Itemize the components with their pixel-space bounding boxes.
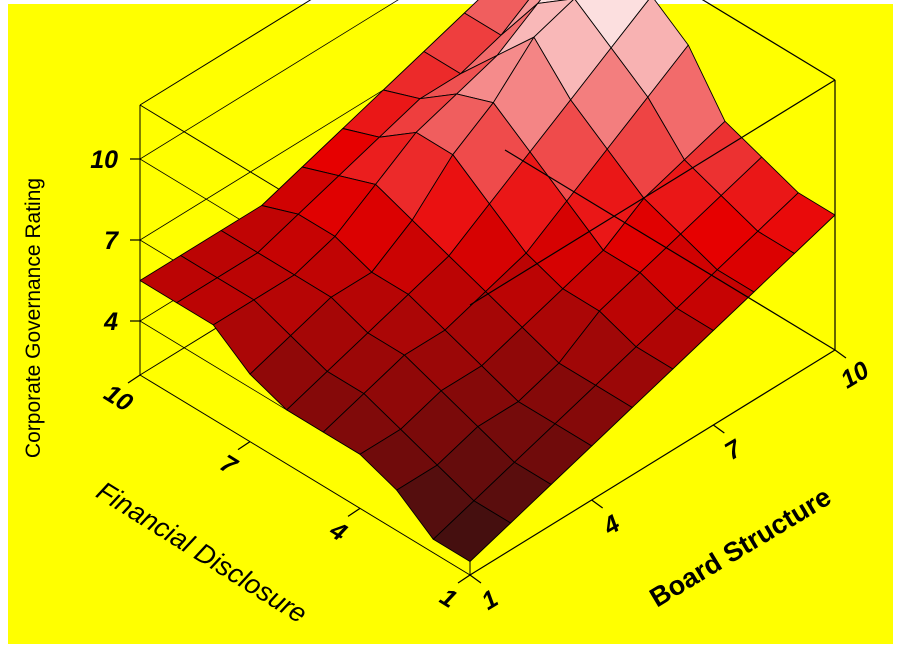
x-tick: [591, 499, 604, 509]
axis-box-edge: [469, 349, 836, 576]
z-tick-label: 10: [90, 146, 118, 174]
z-axis-title: Corporate Governance Rating: [22, 178, 45, 458]
x-tick: [834, 349, 847, 359]
axis-box-edge: [139, 374, 471, 576]
y-tick: [347, 507, 361, 517]
axis-box-edge: [701, 0, 836, 81]
x-tick: [712, 424, 725, 434]
surface-cell: [432, 500, 512, 562]
surface-plot: [139, 0, 836, 562]
axis-box-front: [469, 0, 836, 576]
z-tick-label: 4: [103, 308, 118, 336]
z-tick-label: 7: [104, 227, 119, 255]
y-tick: [237, 441, 251, 451]
y-tick: [127, 374, 141, 384]
axis-box-edge: [469, 79, 836, 306]
axis-box-edge: [139, 0, 312, 106]
x-tick: [469, 574, 482, 584]
axis-box-edge: [504, 149, 836, 351]
y-tick: [457, 574, 471, 584]
tick-marks: [127, 158, 847, 584]
